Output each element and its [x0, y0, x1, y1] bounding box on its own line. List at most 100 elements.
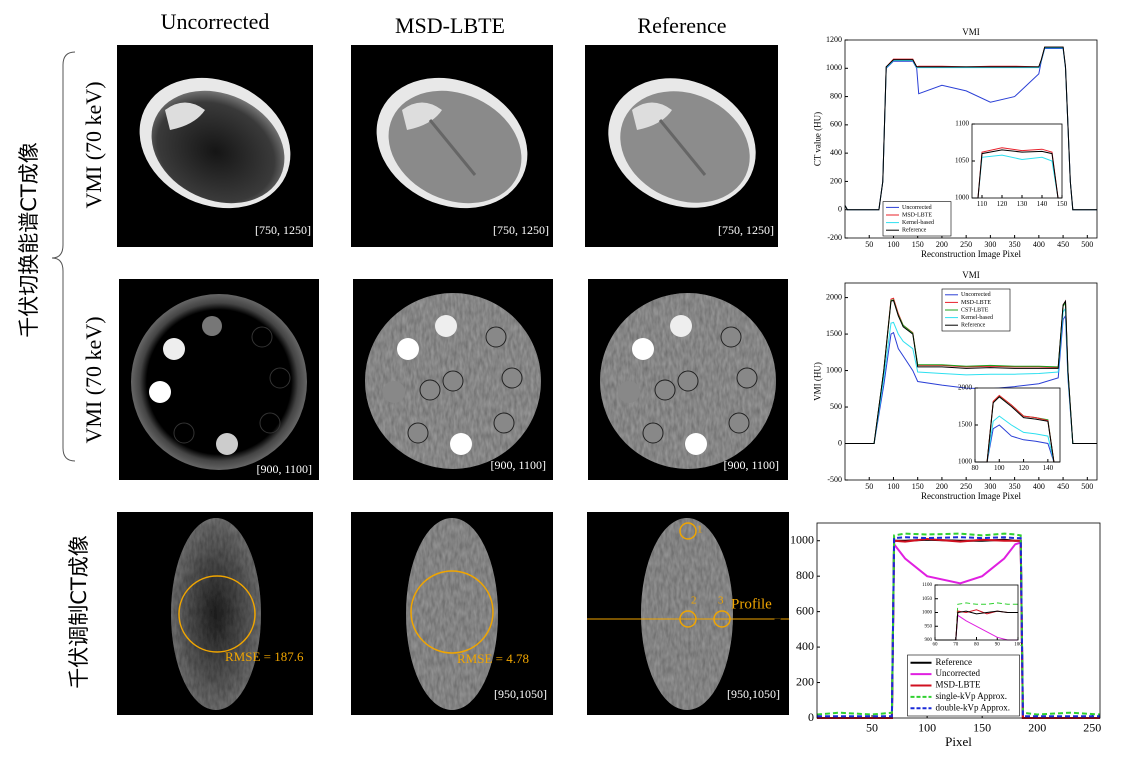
- legend-label: Uncorrected: [961, 292, 991, 298]
- x-axis-label: Reconstruction Image Pixel: [921, 491, 1021, 501]
- x-tick-label: 150: [912, 482, 924, 491]
- series-line: [975, 424, 1060, 463]
- y-tick-label: 1000: [955, 194, 970, 202]
- y-tick-label: 1500: [958, 421, 973, 429]
- window-label: [900, 1100]: [490, 458, 546, 472]
- row-label: VMI (70 keV): [81, 81, 106, 208]
- y-tick-label: 1100: [922, 583, 932, 588]
- y-axis-label: VMI (HU): [813, 362, 823, 401]
- legend-label: Kernel-based: [902, 220, 934, 226]
- ct-image: [588, 279, 788, 480]
- y-tick-label: 1100: [955, 120, 969, 128]
- y-tick-label: 0: [838, 438, 842, 447]
- x-tick-label: 80: [972, 464, 980, 472]
- legend-label: Kernel-based: [961, 315, 993, 321]
- annotation: 3: [718, 595, 724, 607]
- axes-frame: [816, 522, 1101, 719]
- legend-label: MSD-LBTE: [961, 300, 991, 306]
- x-tick-label: 50: [866, 721, 878, 735]
- window-label: [900, 1100]: [723, 458, 779, 472]
- legend-box: [941, 288, 1011, 332]
- window-label: [900, 1100]: [256, 462, 312, 476]
- plot-area: [972, 124, 1062, 198]
- x-tick-label: 120: [997, 200, 1008, 208]
- window-label: [750, 1250]: [255, 223, 311, 237]
- x-tick-label: 130: [1017, 200, 1028, 208]
- series-line: [972, 149, 1062, 199]
- series-line: [975, 415, 1060, 463]
- y-tick-label: 900: [925, 638, 933, 643]
- x-tick-label: 50: [865, 482, 873, 491]
- y-axis-label: CT value (HU): [813, 112, 823, 166]
- column-header: Uncorrected: [161, 9, 270, 34]
- axes-frame: [934, 584, 1019, 641]
- chart-title: VMI: [962, 270, 980, 280]
- series-line: [844, 46, 1097, 211]
- x-tick-label: 140: [1037, 200, 1048, 208]
- x-tick-label: 250: [960, 482, 972, 491]
- y-tick-label: 600: [830, 120, 842, 129]
- x-axis-label: Reconstruction Image Pixel: [921, 249, 1021, 259]
- annotation: RMSE = 4.78: [457, 651, 529, 666]
- x-tick-label: 400: [1033, 240, 1045, 249]
- ct-image: [117, 45, 313, 247]
- series-line: [935, 610, 1018, 641]
- x-tick-label: 70: [953, 643, 959, 648]
- legend-label: Uncorrected: [936, 668, 981, 678]
- x-tick-label: 450: [1057, 482, 1069, 491]
- legend-label: single-kVp Approx.: [936, 691, 1008, 701]
- y-axis-label: CT value (HU): [768, 581, 783, 659]
- axes-frame: [844, 282, 1098, 481]
- y-tick-label: -500: [827, 475, 842, 484]
- axes-frame: [974, 387, 1061, 463]
- y-tick-label: 2000: [826, 292, 842, 301]
- y-tick-label: 400: [796, 639, 814, 653]
- annotation: Profile: [731, 596, 772, 612]
- x-tick-label: 100: [918, 721, 936, 735]
- y-tick-label: 200: [830, 176, 842, 185]
- x-tick-label: 50: [865, 240, 873, 249]
- ct-image: [585, 45, 778, 247]
- legend-label: double-kVp Approx.: [936, 702, 1011, 712]
- series-line: [845, 299, 1097, 444]
- legend-label: CST-LBTE: [961, 307, 989, 313]
- ct-image: [351, 512, 553, 715]
- series-line: [817, 536, 1100, 718]
- x-tick-label: 100: [887, 482, 899, 491]
- x-tick-label: 450: [1057, 240, 1069, 249]
- y-tick-label: 200: [796, 674, 814, 688]
- legend-label: Uncorrected: [902, 205, 932, 211]
- x-tick-label: 90: [995, 643, 1001, 648]
- x-tick-label: 60: [933, 643, 939, 648]
- ct-image: [119, 279, 319, 480]
- y-tick-label: 1000: [958, 458, 973, 466]
- y-tick-label: 950: [925, 624, 933, 629]
- y-tick-label: 500: [830, 402, 842, 411]
- ct-image: [353, 279, 553, 480]
- annotation: 2: [691, 595, 697, 607]
- x-tick-label: 300: [984, 240, 996, 249]
- series-line: [845, 306, 1097, 444]
- x-tick-label: 400: [1033, 482, 1045, 491]
- y-tick-label: 2000: [958, 384, 973, 392]
- x-tick-label: 200: [1028, 721, 1046, 735]
- x-tick-label: 250: [960, 240, 972, 249]
- x-tick-label: 250: [1083, 721, 1101, 735]
- legend-label: Reference: [936, 657, 972, 667]
- column-header: Reference: [637, 13, 726, 38]
- x-tick-label: 100: [887, 240, 899, 249]
- y-tick-label: 0: [808, 710, 814, 724]
- y-tick-label: 800: [796, 568, 814, 582]
- annotation: RMSE = 187.6: [225, 649, 304, 664]
- x-tick-label: 500: [1081, 240, 1093, 249]
- y-tick-label: -200: [827, 233, 842, 242]
- series-line: [816, 532, 1101, 716]
- ct-image: [587, 512, 789, 715]
- group-label: 千伏调制CT成像: [67, 535, 91, 689]
- x-tick-label: 150: [973, 721, 991, 735]
- y-tick-label: 1000: [790, 532, 814, 546]
- legend-label: Reference: [902, 227, 927, 234]
- x-axis-label: Pixel: [945, 734, 972, 749]
